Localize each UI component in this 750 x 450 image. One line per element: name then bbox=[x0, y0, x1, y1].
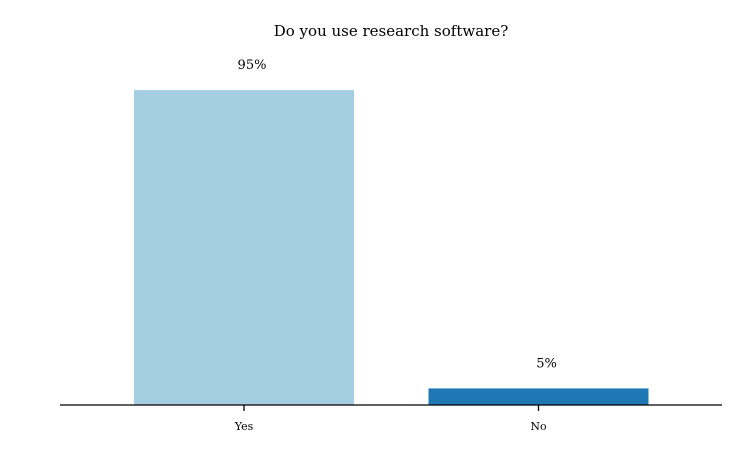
value-labels-layer: 95% 5% bbox=[238, 58, 557, 371]
bar-no bbox=[428, 388, 649, 405]
chart-title: Do you use research software? bbox=[274, 22, 509, 40]
bars-layer bbox=[134, 90, 649, 405]
data-label-no: 5% bbox=[536, 356, 557, 371]
x-tick-label-no: No bbox=[530, 420, 547, 433]
data-label-yes: 95% bbox=[238, 58, 267, 73]
x-ticks-layer: Yes No bbox=[234, 405, 547, 433]
bar-yes bbox=[134, 90, 354, 405]
x-tick-label-yes: Yes bbox=[234, 420, 254, 433]
